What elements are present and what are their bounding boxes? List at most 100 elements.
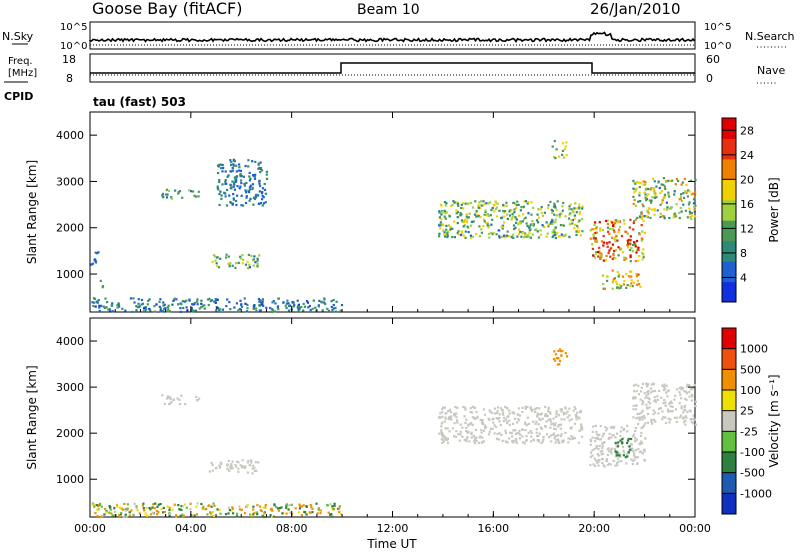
power-cell [555, 214, 558, 217]
velocity-cell [246, 471, 249, 474]
velocity-cell [593, 464, 597, 467]
power-cell [690, 193, 693, 196]
power-cell [96, 301, 99, 304]
velocity-cell [481, 422, 484, 425]
velocity-cell [575, 418, 578, 421]
velocity-cell [532, 420, 535, 423]
power-cell [444, 235, 447, 238]
velocity-cell [237, 461, 240, 464]
power-cell [208, 297, 211, 300]
velocity-cell [243, 512, 247, 515]
power-cell [613, 250, 616, 253]
velocity-cell [308, 511, 311, 514]
velocity-cell [190, 513, 193, 517]
power-cell [558, 215, 561, 218]
power-cell [653, 196, 656, 199]
velocity-cell [151, 506, 154, 509]
power-cell [506, 217, 509, 220]
velocity-cell [646, 407, 649, 410]
velocity-cell [175, 515, 178, 518]
power-cell [523, 218, 526, 221]
power-cell [260, 169, 264, 172]
power-cell [511, 212, 514, 215]
velocity-cell [311, 507, 314, 510]
power-cell [463, 224, 466, 227]
velocity-cell [495, 437, 499, 440]
power-cell [501, 227, 504, 230]
power-cell [613, 225, 616, 228]
power-cell [296, 306, 299, 309]
power-cell [500, 216, 503, 220]
velocity-cell [327, 511, 330, 514]
power-cell [519, 230, 522, 233]
velocity-cell [619, 439, 622, 442]
power-cell [462, 225, 465, 228]
velocity-cell [272, 515, 275, 518]
velocity-cell [455, 412, 458, 415]
power-cell [488, 236, 491, 239]
power-cell [441, 223, 444, 226]
velocity-cell [310, 506, 313, 509]
power-colorbar-tick-label: 16 [740, 198, 754, 211]
power-cell [558, 155, 561, 158]
velocity-cell [331, 507, 334, 510]
velocity-cell [589, 443, 592, 446]
velocity-cell [580, 427, 583, 430]
power-cell [446, 236, 449, 239]
power-data-cells [90, 140, 697, 314]
power-cell [639, 285, 642, 288]
velocity-cell [469, 411, 472, 414]
power-cell [146, 303, 149, 306]
power-cell [484, 210, 487, 213]
power-cell [679, 196, 682, 199]
velocity-cell [216, 508, 219, 511]
velocity-cell [537, 423, 540, 426]
power-cell [506, 213, 509, 216]
power-cell [446, 234, 449, 237]
velocity-cell [678, 402, 681, 405]
velocity-cell [622, 449, 625, 452]
power-cell [601, 274, 605, 277]
power-cell [553, 231, 556, 234]
velocity-colorbar-swatch [722, 328, 736, 350]
velocity-cell [539, 418, 542, 421]
velocity-cell [126, 508, 129, 511]
velocity-cell [477, 441, 480, 444]
velocity-cell [473, 440, 476, 443]
velocity-cell [250, 461, 253, 464]
power-cell [661, 199, 664, 202]
power-cell [608, 241, 611, 244]
power-cell [116, 303, 119, 307]
velocity-cell [470, 433, 473, 436]
velocity-cell [497, 438, 501, 441]
power-cell [302, 309, 305, 312]
power-cell [629, 242, 632, 245]
velocity-cell [525, 435, 528, 438]
velocity-cell [141, 504, 144, 507]
velocity-cell [641, 418, 644, 421]
power-cell [163, 303, 166, 306]
power-cell [323, 298, 326, 301]
power-cell [621, 251, 624, 254]
power-cell [177, 192, 180, 195]
velocity-cell [689, 388, 692, 391]
velocity-cell [609, 450, 612, 453]
power-cell [606, 245, 609, 248]
velocity-cell [521, 406, 524, 409]
velocity-cell [515, 438, 518, 441]
power-cell [576, 207, 579, 210]
power-cell [165, 196, 169, 199]
power-cell [480, 200, 483, 203]
power-cell [231, 264, 234, 267]
velocity-cell [530, 409, 533, 413]
power-cell [628, 241, 631, 244]
velocity-cell [684, 415, 687, 418]
power-cell [479, 215, 482, 219]
power-cell [246, 303, 249, 306]
power-cell [492, 232, 495, 235]
power-cell [484, 209, 487, 212]
x-tick-label: 00:00 [74, 522, 106, 535]
power-cell [655, 196, 658, 199]
power-cell [252, 305, 255, 308]
power-cell [465, 213, 468, 216]
